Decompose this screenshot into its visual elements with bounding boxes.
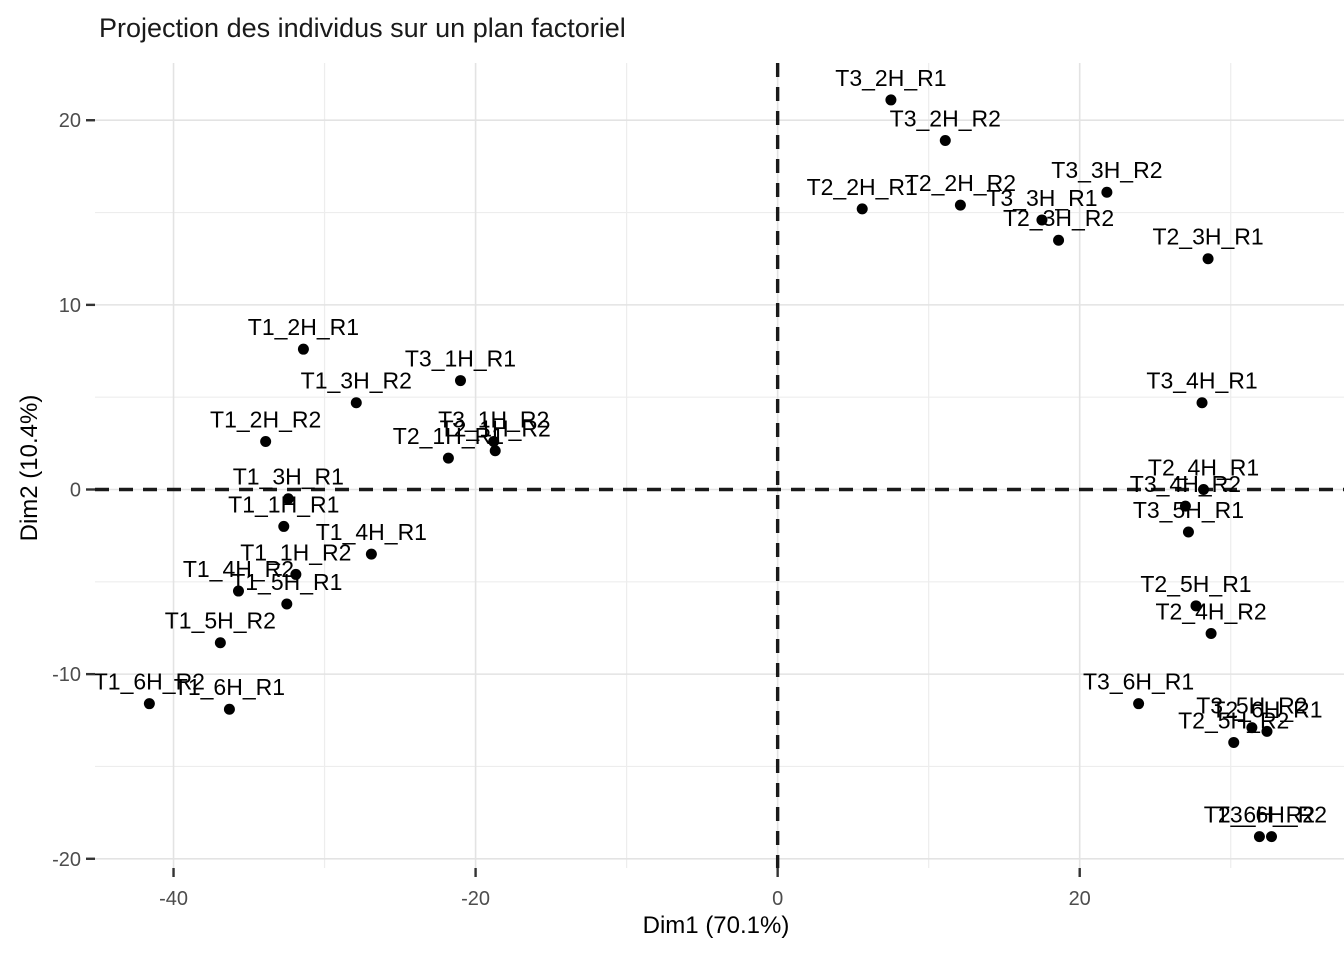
data-point bbox=[232, 585, 244, 597]
point-label: T3_4H_R2 bbox=[1130, 471, 1241, 497]
point-label: T3_6H_R1 bbox=[1083, 669, 1194, 695]
point-label: T1_5H_R2 bbox=[165, 608, 276, 634]
data-point bbox=[489, 445, 501, 457]
data-point bbox=[1246, 722, 1258, 734]
data-point bbox=[1179, 500, 1191, 512]
point-label: T1_2H_R2 bbox=[210, 406, 321, 432]
data-point bbox=[939, 135, 951, 147]
x-axis-title: Dim1 (70.1%) bbox=[642, 912, 790, 939]
data-point bbox=[214, 637, 226, 649]
point-label: T3_1H_R1 bbox=[405, 346, 516, 372]
point-label: T2_1H_R2 bbox=[440, 416, 551, 442]
data-point bbox=[1266, 831, 1278, 843]
point-label: T3_1H_R2 bbox=[438, 406, 549, 432]
point-label: T2_4H_R2 bbox=[1155, 599, 1266, 625]
point-label: T1_4H_R2 bbox=[183, 556, 294, 582]
point-label: T2_2H_R2 bbox=[905, 170, 1016, 196]
point-label: T1_1H_R1 bbox=[228, 491, 339, 517]
point-label: T2_1H_R1 bbox=[393, 423, 504, 449]
point-label: T2_4H_R1 bbox=[1148, 455, 1259, 481]
data-point bbox=[365, 548, 377, 560]
y-tick-label: 20 bbox=[59, 110, 81, 132]
data-point bbox=[1053, 234, 1065, 246]
data-point bbox=[290, 568, 302, 580]
y-axis-title: Dim2 (10.4%) bbox=[16, 394, 43, 542]
point-label: T2_5H_R1 bbox=[1140, 571, 1251, 597]
point-label: T2_3H_R1 bbox=[1152, 224, 1263, 250]
y-tick-label: 0 bbox=[70, 480, 81, 502]
data-point bbox=[350, 397, 362, 409]
data-point bbox=[278, 520, 290, 532]
y-tick-label: 10 bbox=[59, 295, 81, 317]
data-point bbox=[1261, 725, 1273, 737]
y-tick-label: -20 bbox=[52, 849, 81, 871]
data-point bbox=[488, 435, 500, 447]
data-point bbox=[143, 698, 155, 710]
data-point bbox=[442, 452, 454, 464]
x-tick-label: -40 bbox=[159, 888, 188, 910]
point-label: T1_6H_R2 bbox=[94, 669, 205, 695]
data-point bbox=[454, 375, 466, 387]
point-label: T2_2H_R1 bbox=[807, 174, 918, 200]
point-label: T1_3H_R2 bbox=[301, 368, 412, 394]
data-point bbox=[1036, 214, 1048, 226]
data-point bbox=[1202, 253, 1214, 265]
data-point bbox=[260, 435, 272, 447]
data-point bbox=[885, 94, 897, 106]
points-layer: T1_1H_R1 T1_1H_R2 T1_2H_R1 T1_2H_R2 T1_3H_R1… bbox=[94, 65, 1327, 843]
y-tick-label: -10 bbox=[52, 664, 81, 686]
chart-title: Projection des individus sur un plan fac… bbox=[99, 13, 626, 43]
point-label: T1_5H_R1 bbox=[231, 569, 342, 595]
point-label: T3_3H_R2 bbox=[1051, 157, 1162, 183]
data-point bbox=[1196, 397, 1208, 409]
data-point bbox=[282, 493, 294, 505]
point-label: T3_2H_R1 bbox=[835, 65, 946, 91]
point-label: T3_6H_R2 bbox=[1216, 802, 1327, 828]
point-label: T1_3H_R1 bbox=[233, 464, 344, 490]
point-label: T2_5H_R2 bbox=[1178, 707, 1289, 733]
data-point bbox=[856, 203, 868, 215]
point-label: T3_3H_R1 bbox=[986, 185, 1097, 211]
point-label: T3_5H_R2 bbox=[1196, 693, 1307, 719]
point-label: T3_5H_R1 bbox=[1133, 497, 1244, 523]
x-tick-label: 0 bbox=[772, 888, 783, 910]
point-label: T3_2H_R2 bbox=[890, 106, 1001, 132]
data-point bbox=[281, 598, 293, 610]
data-point bbox=[297, 343, 309, 355]
data-point bbox=[1182, 526, 1194, 538]
point-label: T1_2H_R1 bbox=[248, 314, 359, 340]
data-point bbox=[1101, 186, 1113, 198]
data-point bbox=[1253, 831, 1265, 843]
data-point bbox=[1190, 600, 1202, 612]
point-label: T1_4H_R1 bbox=[316, 519, 427, 545]
point-label: T2_3H_R2 bbox=[1003, 205, 1114, 231]
data-point bbox=[1228, 736, 1240, 748]
data-point bbox=[1205, 628, 1217, 640]
x-tick-label: 20 bbox=[1069, 888, 1091, 910]
data-point bbox=[1133, 698, 1145, 710]
x-tick-label: -20 bbox=[461, 888, 490, 910]
data-point bbox=[954, 199, 966, 211]
data-point bbox=[223, 703, 235, 715]
point-label: T2_6H_R2 bbox=[1204, 802, 1315, 828]
point-label: T3_4H_R1 bbox=[1146, 368, 1257, 394]
data-point bbox=[1198, 484, 1210, 496]
point-label: T1_6H_R1 bbox=[174, 674, 285, 700]
point-label: T2_6H_R1 bbox=[1211, 696, 1322, 722]
point-label: T1_1H_R2 bbox=[240, 539, 351, 565]
